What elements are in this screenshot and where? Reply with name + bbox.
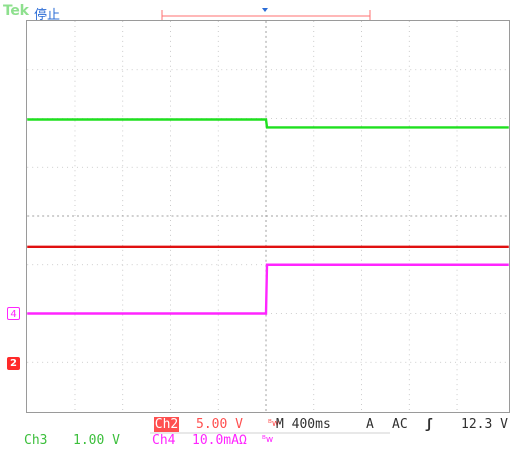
status-divider (150, 432, 390, 434)
ch4-ground-marker[interactable]: 4 (7, 307, 20, 320)
scope-graticule[interactable] (26, 20, 510, 413)
timebase-readout[interactable]: M 400ms (276, 417, 331, 432)
ch4-scale-readout: 10.0mAΩ (192, 433, 247, 448)
trigger-coupling: AC (392, 417, 408, 432)
ch4-trace (27, 263, 509, 315)
trigger-level-readout: 12.3 V (461, 417, 508, 432)
trigger-source: A (366, 417, 374, 432)
center-axes (27, 21, 509, 412)
ch4-channel-label[interactable]: Ch4 (152, 433, 176, 448)
acquisition-state: 停止 (34, 8, 61, 23)
tek-logo: Tek (3, 3, 29, 19)
ch2-channel-label[interactable]: Ch2 (154, 417, 179, 432)
ch3-channel-label[interactable]: Ch3 (24, 433, 48, 448)
ch1-trace (27, 118, 509, 129)
ch3-scale-readout: 1.00 V (73, 433, 120, 448)
ch2-ground-marker[interactable]: 2 (7, 357, 20, 370)
trigger-slope-icon: ʃ (425, 417, 433, 432)
ch4-bw-limit-icon: ᴮw (262, 435, 274, 445)
ch2-scale-readout: 5.00 V (196, 417, 243, 432)
ch2-bw-limit-icon: ᴮw (268, 419, 280, 429)
trigger-position-icon (262, 8, 268, 12)
